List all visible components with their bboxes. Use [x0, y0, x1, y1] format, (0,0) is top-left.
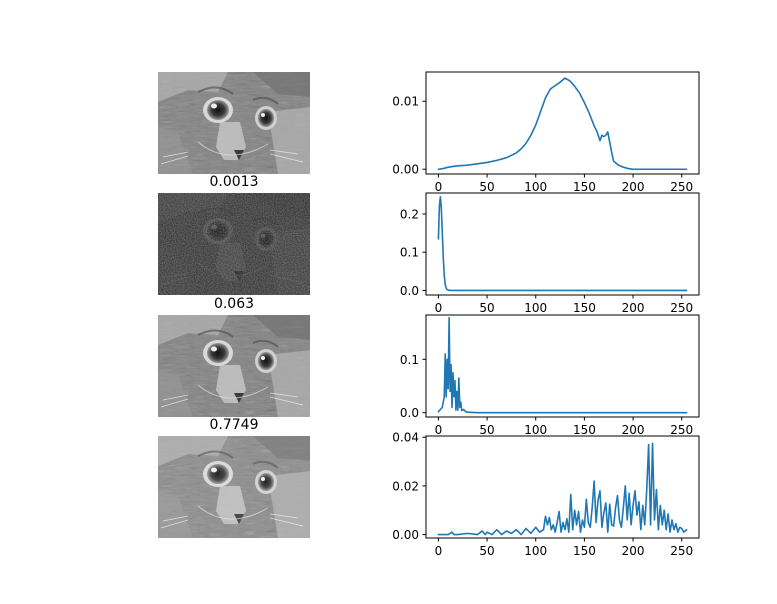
histogram-chart-1: 0 50 100 150 200 250 0.00 0.01: [392, 71, 700, 194]
cat-image-contrast: [158, 315, 310, 417]
x-tick-label: 50: [479, 544, 494, 558]
x-tick-label: 0: [435, 423, 443, 437]
x-tick-label: 50: [479, 301, 494, 315]
histogram-line-4: [437, 442, 688, 536]
image-title: 0.063: [214, 296, 254, 312]
x-tick-label: 150: [573, 180, 596, 194]
axes-frame: [425, 71, 700, 175]
histogram-chart-3: 0 50 100 150 200 250 0.0 0.1: [400, 314, 700, 437]
x-tick-label: 150: [573, 301, 596, 315]
x-tick-label: 150: [573, 423, 596, 437]
x-tick-label: 50: [479, 180, 494, 194]
y-tick-label: 0.0: [400, 284, 419, 298]
x-tick-label: 50: [479, 423, 494, 437]
x-tick-label: 100: [524, 544, 547, 558]
x-tick-label: 250: [670, 180, 693, 194]
y-tick-label: 0.2: [400, 208, 419, 222]
x-tick-label: 0: [435, 180, 443, 194]
histogram-line-2: [437, 196, 688, 292]
x-tick-label: 150: [573, 544, 596, 558]
x-tick-label: 250: [670, 544, 693, 558]
image-title: 0.7749: [210, 417, 259, 433]
x-tick-label: 250: [670, 301, 693, 315]
x-tick-label: 100: [524, 301, 547, 315]
x-tick-label: 100: [524, 423, 547, 437]
image-title: 0.0013: [210, 174, 259, 190]
y-tick-label: 0.1: [400, 353, 419, 367]
histogram-line-1: [437, 77, 688, 171]
axes-frame: [425, 314, 700, 418]
axes-frame: [425, 435, 700, 539]
y-tick-label: 0.04: [392, 431, 419, 445]
y-tick-label: 0.02: [392, 479, 419, 493]
histogram-chart-4: 0 50 100 150 200 250 0.00 0.02 0.04: [392, 431, 700, 558]
x-tick-label: 200: [622, 423, 645, 437]
y-tick-label: 0.0: [400, 406, 419, 420]
y-tick-label: 0.00: [392, 163, 419, 177]
images-layer: 0.0013 0.063 0.7749: [158, 72, 310, 538]
y-tick-label: 0.00: [392, 528, 419, 542]
x-tick-label: 200: [622, 301, 645, 315]
cat-image-equalized: [158, 436, 310, 538]
axes-frame: [425, 192, 700, 296]
histogram-chart-2: 0 50 100 150 200 250 0.0 0.1 0.2: [400, 192, 700, 315]
cat-image-dark: [158, 193, 310, 295]
y-tick-label: 0.1: [400, 246, 419, 260]
x-tick-label: 200: [622, 180, 645, 194]
x-tick-label: 0: [435, 301, 443, 315]
x-tick-label: 0: [435, 544, 443, 558]
x-tick-label: 250: [670, 423, 693, 437]
cat-image-original: [158, 72, 310, 174]
x-tick-label: 100: [524, 180, 547, 194]
y-tick-label: 0.01: [392, 95, 419, 109]
histogram-line-3: [437, 316, 688, 414]
x-tick-label: 200: [622, 544, 645, 558]
